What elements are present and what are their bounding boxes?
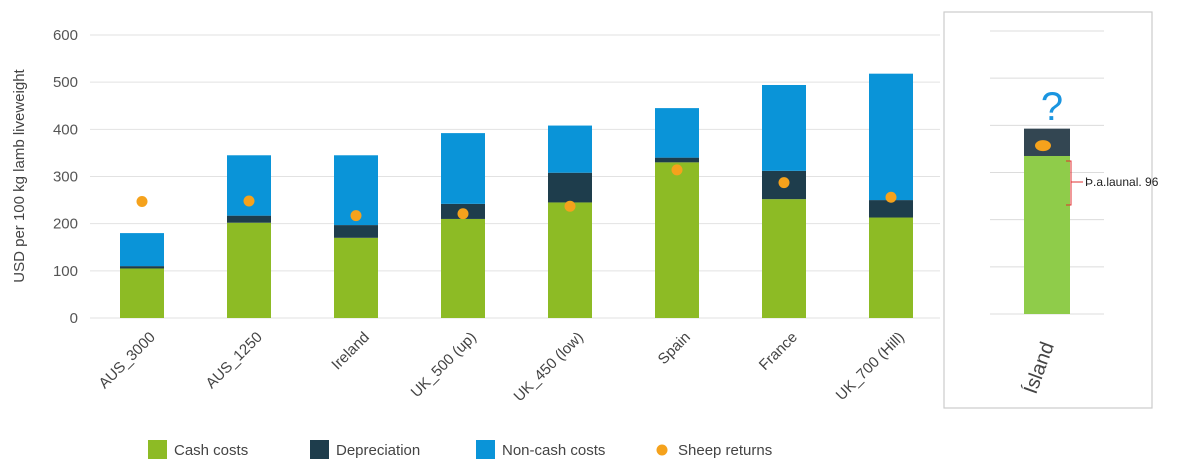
- bar-cash-costs: [334, 237, 378, 318]
- bar-non-cash-costs: [548, 125, 592, 173]
- y-tick-label: 200: [53, 216, 78, 233]
- legend-label: Depreciation: [336, 442, 420, 459]
- bar-cash-costs: [441, 218, 485, 318]
- x-category-label: Ireland: [328, 329, 372, 373]
- bar-non-cash-costs: [441, 133, 485, 204]
- legend-swatch: [310, 440, 329, 459]
- y-tick-label: 600: [53, 27, 78, 44]
- bar-depreciation: [869, 200, 913, 218]
- x-category-label: UK_700 (Hill): [833, 329, 908, 404]
- sheep-return-point: [778, 177, 790, 189]
- legend-cash-costs: Cash costs: [148, 440, 248, 459]
- legend-label: Sheep returns: [678, 442, 772, 459]
- y-tick-label: 300: [53, 169, 78, 186]
- bar-cash-costs: [120, 268, 164, 318]
- bar-depreciation: [548, 172, 592, 203]
- bar-depreciation: [334, 225, 378, 238]
- y-axis-ticks: 0 100 200 300 400 500 600: [53, 27, 78, 327]
- bar-cash-costs: [655, 162, 699, 318]
- bar-depreciation: [655, 157, 699, 163]
- x-category-label: UK_450 (low): [511, 329, 587, 405]
- legend-non-cash-costs: Non-cash costs: [476, 440, 605, 459]
- legend: Cash costs Depreciation Non-cash costs Shee…: [148, 440, 772, 459]
- x-category-label: UK_500 (up): [408, 329, 480, 401]
- y-axis-label: USD per 100 kg lamb liveweight: [11, 68, 28, 282]
- x-category-label: Spain: [655, 329, 694, 368]
- annotation-text: Þ.a.launal. 96: [1085, 175, 1159, 189]
- legend-swatch: [476, 440, 495, 459]
- legend-sheep-returns: Sheep returns: [656, 442, 772, 459]
- y-tick-label: 500: [53, 74, 78, 91]
- category-labels: AUS_3000 AUS_1250 Ireland UK_500 (up) UK_450…: [95, 329, 907, 405]
- sheep-return-points: [136, 164, 897, 222]
- inset-bars: [1024, 128, 1070, 314]
- bar-cash-costs: [227, 222, 271, 318]
- bar-non-cash-costs: [655, 108, 699, 158]
- legend-depreciation: Depreciation: [310, 440, 420, 459]
- bar-cash-costs: [869, 217, 913, 318]
- sheep-return-point: [564, 200, 576, 212]
- inset-bar-cash-costs: [1024, 155, 1070, 314]
- legend-label: Cash costs: [174, 442, 248, 459]
- bar-non-cash-costs: [762, 84, 806, 171]
- sheep-return-point: [350, 210, 362, 222]
- bar-non-cash-costs: [869, 73, 913, 201]
- question-mark: ?: [1041, 85, 1063, 129]
- inset-category-label: Ísland: [1019, 339, 1059, 397]
- x-category-label: France: [756, 329, 801, 374]
- sheep-return-point: [136, 195, 148, 207]
- inset-frame: [943, 11, 1153, 409]
- annotation-bracket: [1066, 160, 1072, 206]
- sheep-return-point: [885, 191, 897, 203]
- bar-depreciation: [120, 266, 164, 269]
- y-tick-label: 100: [53, 263, 78, 280]
- legend-swatch: [148, 440, 167, 459]
- inset-sheep-return-point: [1035, 140, 1051, 152]
- y-tick-label: 0: [70, 310, 78, 327]
- bar-non-cash-costs: [227, 155, 271, 216]
- bars: [120, 73, 913, 318]
- y-tick-label: 400: [53, 121, 78, 138]
- main-gridlines: [90, 34, 940, 319]
- legend-label: Non-cash costs: [502, 442, 605, 459]
- legend-swatch: [656, 444, 668, 456]
- bar-cash-costs: [762, 199, 806, 318]
- sheep-return-point: [671, 164, 683, 176]
- x-category-label: AUS_1250: [202, 329, 265, 392]
- inset-annotation: Þ.a.launal. 96: [1066, 160, 1159, 206]
- iceland-inset: ? Þ.a.launal. 96 Ísland: [943, 11, 1159, 409]
- bar-cash-costs: [548, 202, 592, 318]
- x-category-label: AUS_3000: [95, 329, 158, 392]
- bar-non-cash-costs: [120, 233, 164, 267]
- sheep-return-point: [457, 208, 469, 220]
- bar-depreciation: [227, 215, 271, 223]
- sheep-return-point: [243, 195, 255, 207]
